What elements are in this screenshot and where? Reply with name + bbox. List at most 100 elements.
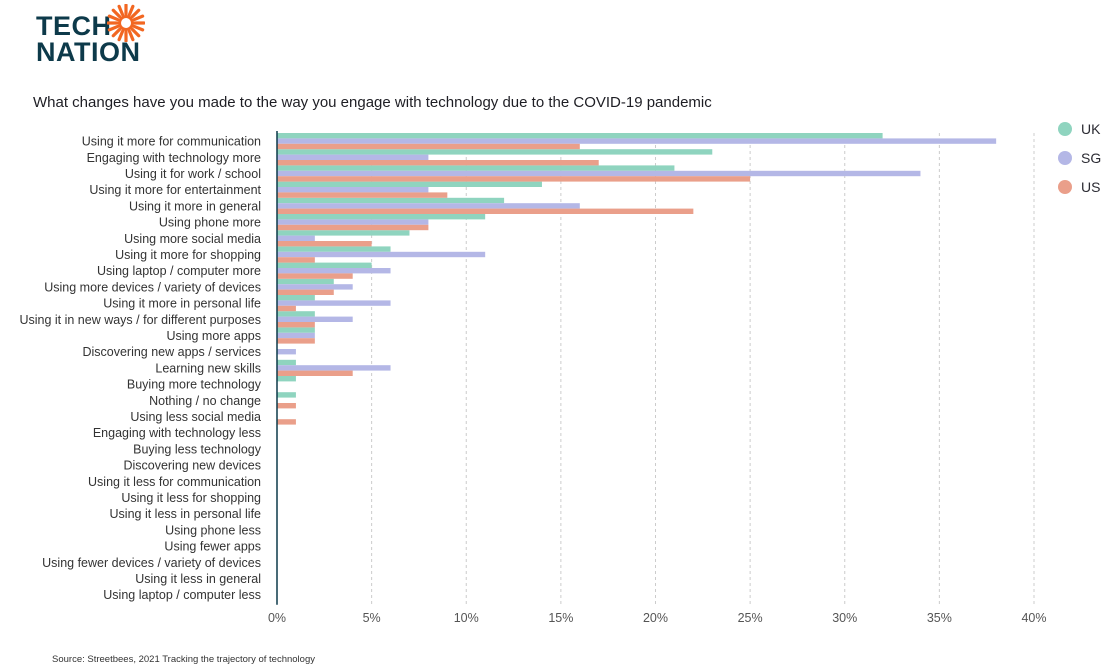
bar-us: [277, 257, 315, 263]
bar-sg: [277, 300, 391, 306]
legend-item: UK: [1058, 114, 1117, 143]
category-label: Discovering new apps / services: [82, 345, 261, 359]
bar-us: [277, 338, 315, 344]
sun-ray: [130, 8, 141, 19]
bar-us: [277, 143, 580, 150]
category-label: Using more social media: [124, 232, 261, 246]
bar-us: [277, 370, 353, 376]
bar-uk: [277, 149, 713, 155]
bar-sg: [277, 284, 353, 290]
legend-item: US: [1058, 172, 1117, 201]
x-tick-label: 10%: [454, 611, 479, 625]
bar-us: [277, 241, 372, 247]
category-label: Using fewer devices / variety of devices: [42, 556, 261, 570]
bar-sg: [277, 365, 391, 371]
bar-uk: [277, 392, 296, 398]
legend-item: SG: [1058, 143, 1117, 172]
legend-label: US: [1081, 178, 1101, 195]
bar-uk: [277, 197, 505, 204]
sun-ray: [132, 24, 145, 32]
sun-ray: [107, 14, 120, 22]
category-label: Using less social media: [130, 410, 261, 424]
bar-us: [277, 305, 296, 312]
legend-swatch: [1058, 179, 1072, 194]
bar-uk: [277, 181, 542, 187]
x-tick-label: 35%: [927, 611, 952, 625]
category-label: Using it in new ways / for different pur…: [19, 313, 261, 327]
category-label: Using it more in general: [129, 199, 261, 213]
category-label: Using more apps: [167, 329, 262, 343]
sun-logo-icon: [107, 4, 145, 42]
sun-core: [118, 15, 134, 31]
source-note: Source: Streetbees, 2021 Tracking the tr…: [52, 654, 315, 665]
bar-sg: [277, 349, 296, 355]
bar-uk: [277, 311, 315, 317]
bar-sg: [277, 251, 486, 258]
logo-text-line1: TECH: [36, 11, 112, 41]
bar-sg: [277, 219, 429, 225]
tech-nation-logo: TECH NATION: [36, 4, 166, 66]
category-label: Using phone more: [159, 216, 261, 230]
bar-sg: [277, 203, 580, 209]
bar-uk: [277, 214, 486, 220]
sun-ray: [127, 29, 135, 42]
sun-ray: [130, 27, 141, 38]
category-label: Using it less in general: [135, 572, 261, 586]
bar-uk: [277, 246, 391, 252]
bar-uk: [277, 327, 315, 333]
category-label: Using it less for communication: [88, 475, 261, 489]
bar-us: [277, 289, 334, 295]
bar-uk: [277, 262, 372, 268]
sun-ray: [117, 4, 125, 17]
category-label: Using it more for entertainment: [89, 183, 261, 197]
sun-ray: [111, 27, 122, 38]
bar-us: [277, 160, 599, 166]
category-label: Engaging with technology less: [93, 426, 261, 440]
x-tick-label: 20%: [643, 611, 668, 625]
bar-sg: [277, 187, 429, 193]
category-label: Using laptop / computer less: [103, 588, 261, 602]
bar-uk: [277, 376, 296, 382]
bar-us: [277, 208, 694, 214]
category-label: Using it less in personal life: [110, 507, 262, 521]
bar-us: [277, 176, 751, 182]
sun-ray: [111, 8, 122, 19]
x-tick-label: 0%: [268, 611, 286, 625]
bar-us: [277, 224, 429, 231]
category-label: Using fewer apps: [164, 540, 261, 554]
category-label: Using phone less: [165, 523, 261, 537]
logo-text-line2: NATION: [36, 37, 141, 67]
category-label: Using it more for communication: [82, 135, 261, 149]
bar-uk: [277, 230, 410, 236]
x-tick-label: 30%: [832, 611, 857, 625]
bar-sg: [277, 235, 315, 241]
category-label: Learning new skills: [155, 361, 261, 375]
bar-uk: [277, 133, 883, 139]
category-label: Using it more for shopping: [115, 248, 261, 262]
category-label: Discovering new devices: [123, 459, 261, 473]
category-label: Buying less technology: [133, 442, 262, 456]
sun-ray: [117, 29, 125, 42]
sun-ray: [127, 4, 135, 17]
x-tick-label: 25%: [738, 611, 763, 625]
category-label: Nothing / no change: [149, 394, 261, 408]
bar-us: [277, 322, 315, 328]
x-tick-label: 5%: [363, 611, 381, 625]
bar-uk: [277, 359, 296, 366]
sun-ray: [132, 14, 145, 22]
legend-label: SG: [1081, 149, 1102, 166]
legend-label: UK: [1081, 120, 1101, 137]
x-tick-label: 15%: [548, 611, 573, 625]
bar-sg: [277, 138, 997, 144]
chart-legend: UK SG US: [1058, 114, 1117, 201]
bar-sg: [277, 332, 315, 339]
bar-uk: [277, 165, 675, 171]
category-label: Buying more technology: [127, 378, 262, 392]
category-label: Using it for work / school: [125, 167, 261, 181]
category-label: Using it more in personal life: [103, 297, 261, 311]
bar-us: [277, 273, 353, 279]
category-label: Using it less for shopping: [121, 491, 261, 505]
sun-ray: [107, 24, 120, 32]
bar-us: [277, 419, 296, 425]
